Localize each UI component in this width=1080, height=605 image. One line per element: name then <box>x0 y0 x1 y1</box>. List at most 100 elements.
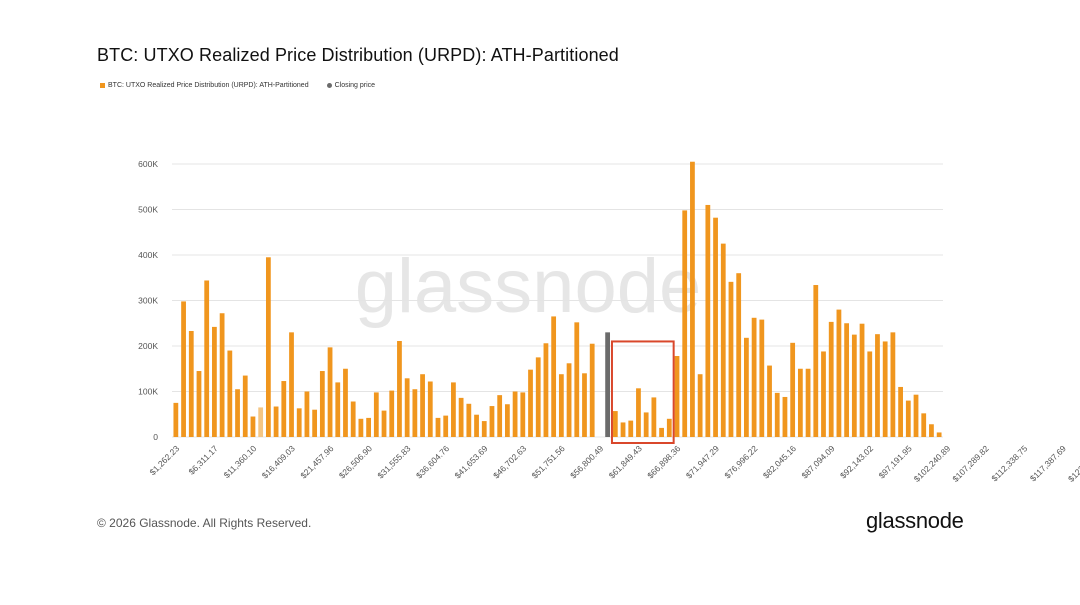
urpd-bar[interactable] <box>343 368 348 437</box>
urpd-bar[interactable] <box>713 217 718 437</box>
urpd-bar[interactable] <box>751 317 757 437</box>
urpd-bar[interactable] <box>258 407 264 437</box>
legend-item-closing-price[interactable]: Closing price <box>326 82 375 89</box>
urpd-bar[interactable] <box>643 412 649 437</box>
urpd-bar[interactable] <box>813 285 819 437</box>
urpd-bar[interactable] <box>844 323 850 437</box>
urpd-bar[interactable] <box>851 334 857 437</box>
urpd-bar[interactable] <box>774 392 780 437</box>
urpd-bar[interactable] <box>728 281 734 437</box>
urpd-bar[interactable] <box>805 368 811 437</box>
urpd-bar[interactable] <box>242 375 248 437</box>
urpd-bar[interactable] <box>836 309 842 437</box>
urpd-bar[interactable] <box>451 382 456 437</box>
urpd-bar[interactable] <box>504 404 510 437</box>
urpd-bar[interactable] <box>358 418 364 437</box>
urpd-bar[interactable] <box>373 392 379 437</box>
urpd-bar[interactable] <box>312 409 318 437</box>
urpd-bar[interactable] <box>350 401 356 437</box>
urpd-bar[interactable] <box>204 280 210 437</box>
urpd-bar[interactable] <box>481 421 487 437</box>
urpd-bar[interactable] <box>582 373 587 437</box>
urpd-bar[interactable] <box>250 416 256 437</box>
urpd-bar[interactable] <box>335 382 341 437</box>
urpd-bar[interactable] <box>566 363 572 437</box>
urpd-bar[interactable] <box>759 319 765 437</box>
urpd-bar[interactable] <box>558 374 564 437</box>
urpd-bar[interactable] <box>535 357 541 437</box>
urpd-bar[interactable] <box>389 390 395 437</box>
urpd-bar[interactable] <box>828 321 834 437</box>
urpd-bar[interactable] <box>235 389 240 437</box>
urpd-bar[interactable] <box>890 332 896 437</box>
urpd-bar[interactable] <box>520 392 526 437</box>
urpd-bar[interactable] <box>412 389 418 437</box>
urpd-bar[interactable] <box>882 341 888 437</box>
urpd-bar[interactable] <box>875 334 880 437</box>
urpd-bar[interactable] <box>905 400 911 437</box>
urpd-bar[interactable] <box>767 365 772 437</box>
urpd-bar[interactable] <box>366 417 371 437</box>
urpd-bar[interactable] <box>651 397 657 437</box>
urpd-bar[interactable] <box>790 342 796 437</box>
urpd-bar[interactable] <box>435 417 441 437</box>
urpd-bar[interactable] <box>181 301 186 437</box>
urpd-bar[interactable] <box>265 257 271 437</box>
urpd-bar[interactable] <box>821 351 826 437</box>
urpd-bar[interactable] <box>420 374 425 437</box>
urpd-bar[interactable] <box>929 424 934 437</box>
urpd-bar[interactable] <box>281 381 287 437</box>
closing-price-bar[interactable] <box>605 332 611 437</box>
urpd-bar[interactable] <box>666 418 672 437</box>
urpd-bar[interactable] <box>327 347 333 437</box>
urpd-bar[interactable] <box>227 350 233 437</box>
urpd-bar[interactable] <box>458 397 464 437</box>
urpd-bar[interactable] <box>705 204 711 437</box>
urpd-bar[interactable] <box>859 323 865 437</box>
urpd-bar[interactable] <box>628 420 634 437</box>
urpd-bar[interactable] <box>744 337 749 437</box>
urpd-bar[interactable] <box>736 273 742 437</box>
glassnode-logo[interactable]: glassnode <box>866 508 964 533</box>
urpd-bar[interactable] <box>913 394 919 437</box>
urpd-bar[interactable] <box>188 330 194 437</box>
urpd-bar[interactable] <box>589 343 595 437</box>
urpd-bar[interactable] <box>273 406 279 437</box>
urpd-bar[interactable] <box>898 386 903 437</box>
urpd-bar[interactable] <box>574 322 580 437</box>
urpd-bar[interactable] <box>551 316 557 437</box>
urpd-bar[interactable] <box>427 381 433 437</box>
urpd-bar[interactable] <box>612 411 618 437</box>
urpd-bar[interactable] <box>219 313 225 437</box>
urpd-bar[interactable] <box>620 422 626 437</box>
urpd-bar[interactable] <box>196 371 202 437</box>
urpd-bar[interactable] <box>466 403 472 437</box>
urpd-bar[interactable] <box>474 414 479 437</box>
urpd-bar[interactable] <box>443 415 449 437</box>
urpd-bar[interactable] <box>543 343 549 437</box>
urpd-bar[interactable] <box>682 210 688 437</box>
urpd-bar[interactable] <box>381 410 387 437</box>
urpd-bar[interactable] <box>489 406 495 437</box>
urpd-bar[interactable] <box>782 396 788 437</box>
urpd-bar[interactable] <box>674 356 680 437</box>
urpd-bar[interactable] <box>173 402 179 437</box>
urpd-bar[interactable] <box>690 161 695 437</box>
urpd-bar[interactable] <box>921 413 927 437</box>
urpd-bar[interactable] <box>497 395 503 437</box>
urpd-bar[interactable] <box>289 332 294 437</box>
urpd-bar[interactable] <box>697 374 703 437</box>
urpd-bar[interactable] <box>304 391 310 438</box>
urpd-bar[interactable] <box>636 388 641 437</box>
urpd-bar[interactable] <box>528 369 533 437</box>
urpd-bar[interactable] <box>512 391 518 438</box>
urpd-bar[interactable] <box>319 371 325 437</box>
urpd-bar[interactable] <box>720 243 726 437</box>
urpd-bar[interactable] <box>867 351 873 437</box>
urpd-bar[interactable] <box>936 432 942 437</box>
urpd-bar[interactable] <box>797 368 803 437</box>
urpd-bar[interactable] <box>659 427 664 437</box>
urpd-bar[interactable] <box>212 326 217 437</box>
urpd-bar[interactable] <box>397 340 402 437</box>
urpd-bar[interactable] <box>296 408 302 437</box>
